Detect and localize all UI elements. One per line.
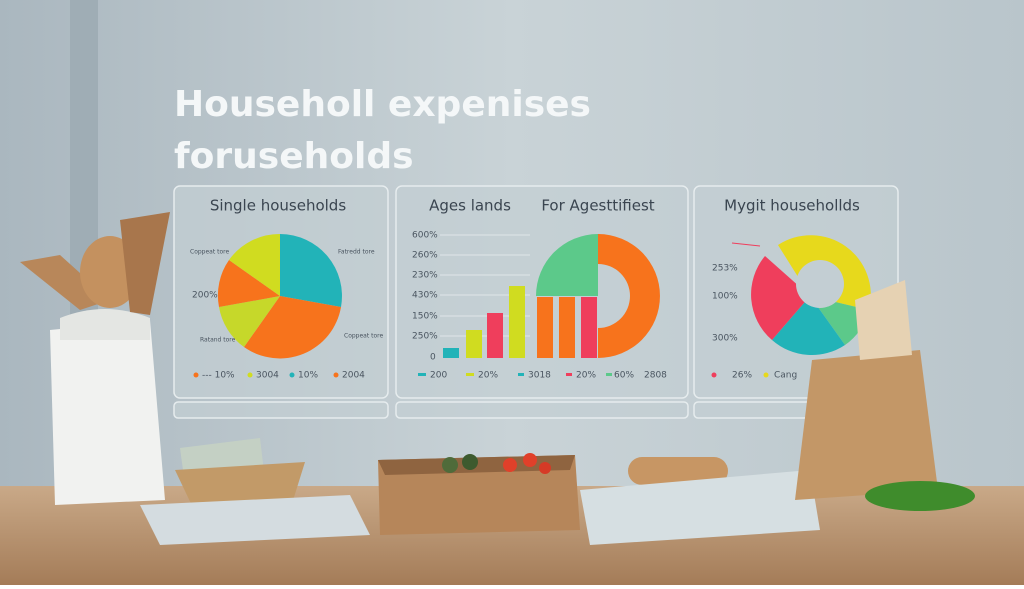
headline: Householl expenises (174, 84, 591, 125)
donut (751, 235, 871, 356)
panel-title: Single households (210, 197, 346, 215)
text: 20% (576, 371, 596, 381)
text: 20% (478, 371, 498, 381)
label: 100% (712, 292, 738, 302)
pie (217, 233, 342, 359)
bars (443, 234, 660, 358)
label: 300% (712, 334, 738, 344)
panel-title: Ages lands (429, 197, 511, 215)
text: 26% (732, 371, 752, 381)
label: 253% (712, 264, 738, 274)
text: 230% (412, 271, 438, 281)
text: 0 (430, 353, 436, 363)
text: 600% (412, 231, 438, 241)
panel-subtitle: For Agesttifiest (541, 197, 654, 215)
text: 2808 (644, 371, 667, 381)
text: 3018 (528, 371, 551, 381)
label: Coppeat tore (190, 249, 229, 256)
text: 60% (614, 371, 634, 381)
text: 150% (412, 312, 438, 322)
text: 250% (412, 332, 438, 342)
legend: 200 20% 3018 20% 60% 2808 (418, 371, 667, 381)
label: Fatredd tore (338, 249, 375, 256)
text: 200 (430, 371, 447, 381)
text: 430% (412, 291, 438, 301)
headline: foruseholds (174, 136, 414, 177)
legend: 26% Cang (711, 371, 797, 381)
text: --- 10% (202, 371, 235, 381)
text: 260% (412, 251, 438, 261)
panel-title: Mygit househollds (724, 197, 860, 215)
props (20, 212, 975, 545)
text: 10% (298, 371, 318, 381)
label: 200% (192, 291, 218, 301)
label: Coppeat tore (344, 333, 383, 340)
text: Cang (774, 371, 797, 381)
leader (731, 242, 761, 247)
text: 2004 (342, 371, 365, 381)
legend: --- 10% 3004 10% 2004 (193, 371, 365, 381)
label: Ratand tore (200, 337, 236, 344)
text: 3004 (256, 371, 279, 381)
axis-labels: 600% 260% 230% 430% 150% 250% 0 (412, 231, 438, 363)
